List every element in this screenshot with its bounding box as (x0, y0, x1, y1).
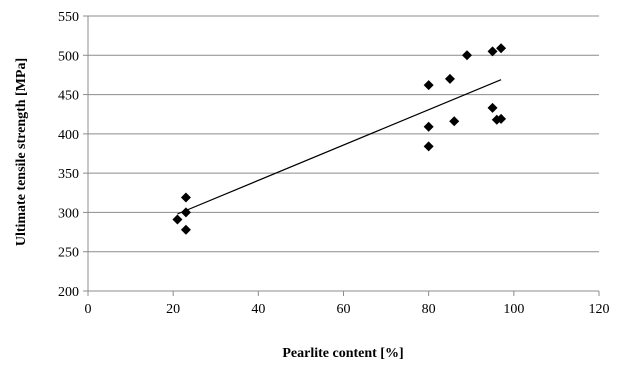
data-point (423, 121, 434, 132)
data-points (172, 43, 507, 235)
tick-labels: 200 250 300 350 400 450 500 550 0 20 40 60 80 100 120 (58, 10, 610, 317)
y-axis-title: Ultimate tensile strength [MPa] (14, 58, 29, 246)
data-point (180, 224, 191, 235)
x-tick-label: 120 (589, 302, 610, 317)
data-point (449, 116, 460, 127)
y-tick-label: 400 (58, 128, 79, 143)
y-tick-label: 450 (58, 89, 79, 104)
data-point (496, 43, 507, 54)
x-tick-label: 0 (85, 302, 92, 317)
x-tick-label: 80 (422, 302, 436, 317)
y-tick-label: 200 (58, 285, 79, 300)
x-tick-label: 20 (166, 302, 180, 317)
data-point (487, 102, 498, 113)
x-axis-title: Pearlite content [%] (282, 346, 403, 361)
data-point (172, 214, 183, 225)
y-tick-label: 350 (58, 167, 79, 182)
data-point (180, 192, 191, 203)
data-point (496, 113, 507, 124)
x-tick-label: 100 (503, 302, 524, 317)
trendline (177, 79, 502, 215)
data-point (461, 50, 472, 61)
data-point (180, 207, 191, 218)
x-tick-label: 60 (337, 302, 351, 317)
y-tick-label: 550 (58, 10, 79, 25)
data-point (487, 46, 498, 57)
y-tick-label: 300 (58, 206, 79, 221)
axes (83, 15, 600, 296)
x-tick-label: 40 (251, 302, 265, 317)
gridlines (88, 15, 599, 253)
y-tick-label: 500 (58, 49, 79, 64)
data-point (444, 73, 455, 84)
trendline-layer (177, 79, 502, 215)
data-point (423, 80, 434, 91)
y-tick-label: 250 (58, 246, 79, 261)
data-point (423, 141, 434, 152)
